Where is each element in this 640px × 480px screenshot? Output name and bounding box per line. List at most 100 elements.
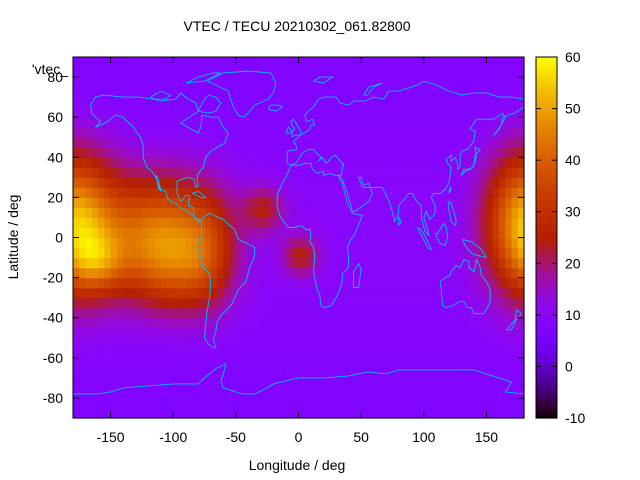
heat-cell — [248, 207, 256, 219]
heat-cell — [398, 157, 406, 168]
heat-cell — [323, 97, 331, 108]
heat-cell — [329, 237, 337, 249]
heat-cell — [455, 237, 462, 249]
heat-cell — [517, 197, 525, 209]
heat-cell — [129, 57, 137, 68]
heat-cell — [473, 247, 481, 259]
heat-cell — [430, 267, 437, 279]
heat-cell — [148, 237, 156, 249]
heat-cell — [492, 167, 500, 178]
heat-cell — [223, 137, 231, 148]
heat-cell — [279, 327, 287, 339]
heat-cell — [423, 107, 431, 118]
heat-cell — [517, 217, 525, 229]
heat-cell — [417, 187, 425, 198]
heat-cell — [423, 237, 431, 249]
heat-cell — [461, 87, 469, 98]
heat-cell — [342, 87, 350, 98]
heat-cell — [198, 307, 206, 319]
colorbar-segment — [536, 111, 557, 115]
heat-cell — [148, 147, 156, 158]
heat-cell — [154, 357, 162, 369]
heat-cell — [323, 387, 331, 399]
heat-cell — [505, 77, 513, 88]
heat-cell — [467, 337, 475, 349]
heat-cell — [223, 57, 231, 68]
heat-cell — [417, 67, 425, 78]
heat-cell — [85, 127, 93, 138]
heat-cell — [185, 167, 193, 178]
heat-cell — [148, 167, 156, 178]
heat-cell — [430, 407, 437, 419]
heat-cell — [323, 107, 331, 118]
heat-cell — [311, 177, 318, 188]
heat-cell — [210, 77, 218, 88]
heat-cell — [455, 127, 462, 138]
heat-cell — [354, 157, 362, 168]
heat-cell — [336, 217, 343, 229]
heat-cell — [223, 77, 231, 88]
heat-cell — [430, 117, 437, 128]
colorbar-segment — [536, 281, 557, 285]
heat-cell — [492, 377, 500, 389]
heat-cell — [505, 97, 513, 108]
heat-cell — [73, 217, 80, 229]
heat-cell — [411, 307, 419, 319]
heat-cell — [79, 217, 87, 229]
heat-cell — [392, 217, 400, 229]
heat-cell — [467, 297, 475, 309]
heat-cell — [367, 247, 375, 259]
heat-cell — [192, 257, 199, 269]
heat-cell — [248, 237, 256, 249]
heat-cell — [417, 327, 425, 339]
heat-cell — [217, 107, 224, 118]
heat-cell — [498, 227, 506, 239]
heat-cell — [467, 317, 475, 329]
heat-cell — [198, 377, 206, 389]
colorbar-segment — [536, 294, 557, 298]
heat-cell — [304, 87, 312, 98]
heat-cell — [348, 337, 356, 349]
heat-cell — [173, 357, 181, 369]
heat-cell — [304, 337, 312, 349]
heat-cell — [192, 357, 199, 369]
heat-cell — [179, 297, 187, 309]
heat-cell — [160, 157, 168, 168]
heat-cell — [292, 337, 300, 349]
heat-cell — [467, 377, 475, 389]
heat-cell — [285, 177, 293, 188]
heat-cell — [398, 207, 406, 219]
heat-cell — [311, 127, 318, 138]
heat-cell — [85, 147, 93, 158]
heat-cell — [292, 177, 300, 188]
heat-cell — [185, 217, 193, 229]
heat-cell — [486, 197, 494, 209]
heat-cell — [173, 217, 181, 229]
heat-cell — [198, 157, 206, 168]
heat-cell — [135, 97, 143, 108]
heat-cell — [486, 127, 494, 138]
heat-cell — [392, 357, 400, 369]
heat-cell — [154, 187, 162, 198]
heat-cell — [217, 247, 224, 259]
heat-cell — [436, 57, 444, 68]
heat-cell — [317, 307, 325, 319]
heat-cell — [160, 317, 168, 329]
heat-cell — [173, 77, 181, 88]
heat-cell — [141, 317, 149, 329]
heat-cell — [204, 287, 212, 299]
heat-cell — [505, 137, 513, 148]
heat-cell — [348, 57, 356, 68]
heat-cell — [260, 127, 268, 138]
heat-cell — [398, 287, 406, 299]
heat-cell — [91, 177, 99, 188]
heat-cell — [123, 267, 130, 279]
heat-cell — [173, 337, 181, 349]
heat-cell — [123, 317, 130, 329]
colorbar-segment — [536, 211, 557, 215]
heat-cell — [260, 217, 268, 229]
colorbar-segment — [536, 203, 557, 208]
heat-cell — [217, 87, 224, 98]
heat-cell — [73, 187, 80, 198]
heat-cell — [367, 337, 375, 349]
